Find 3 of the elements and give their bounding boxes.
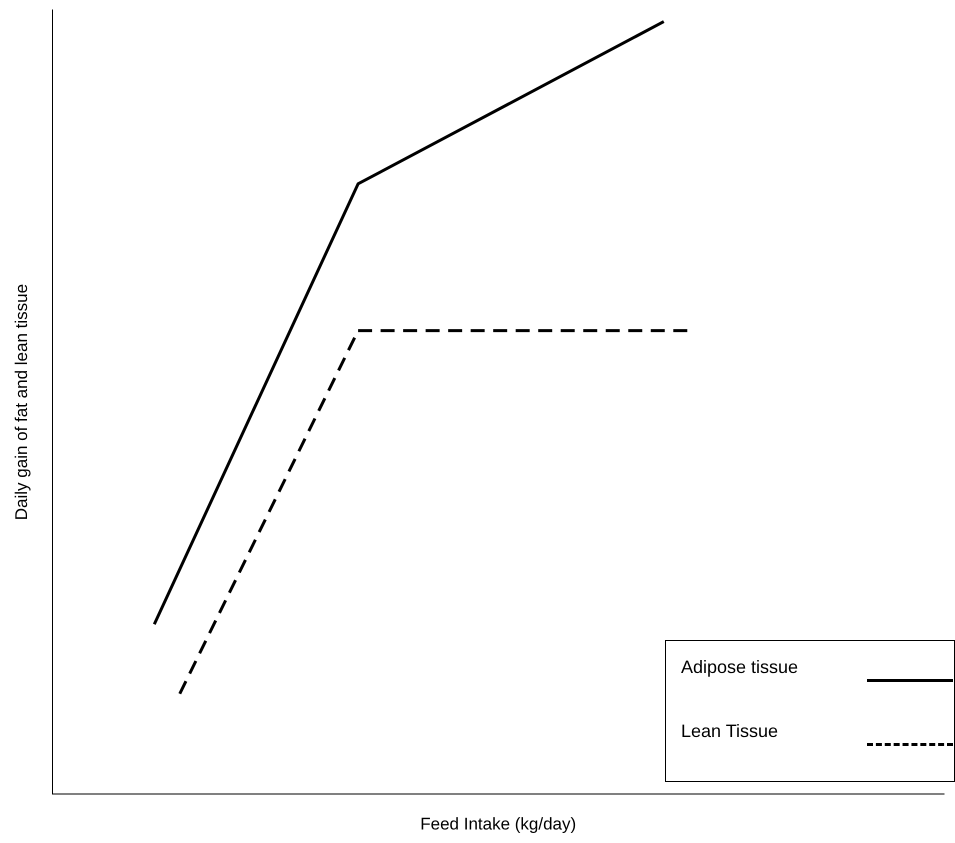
legend-box: Adipose tissue Lean Tissue [665, 640, 955, 782]
y-axis-title: Daily gain of fat and lean tissue [12, 284, 31, 520]
x-axis-title: Feed Intake (kg/day) [420, 814, 576, 834]
